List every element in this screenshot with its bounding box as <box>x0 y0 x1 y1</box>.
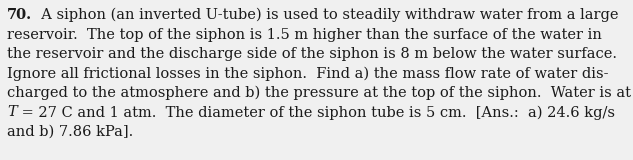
Text: the reservoir and the discharge side of the siphon is 8 m below the water surfac: the reservoir and the discharge side of … <box>7 47 617 61</box>
Text: and b) 7.86 kPa].: and b) 7.86 kPa]. <box>7 125 134 139</box>
Text: Ignore all frictional losses in the siphon.  Find a) the mass flow rate of water: Ignore all frictional losses in the siph… <box>7 67 608 81</box>
Text: reservoir.  The top of the siphon is 1.5 m higher than the surface of the water : reservoir. The top of the siphon is 1.5 … <box>7 28 602 41</box>
Text: = 27 C and 1 atm.  The diameter of the siphon tube is 5 cm.  [Ans.:  a) 24.6 kg/: = 27 C and 1 atm. The diameter of the si… <box>16 105 615 120</box>
Text: A siphon (an inverted U-tube) is used to steadily withdraw water from a large: A siphon (an inverted U-tube) is used to… <box>32 8 618 22</box>
Text: charged to the atmosphere and b) the pressure at the top of the siphon.  Water i: charged to the atmosphere and b) the pre… <box>7 86 631 100</box>
Text: 70.: 70. <box>7 8 32 22</box>
Text: T: T <box>7 105 16 120</box>
